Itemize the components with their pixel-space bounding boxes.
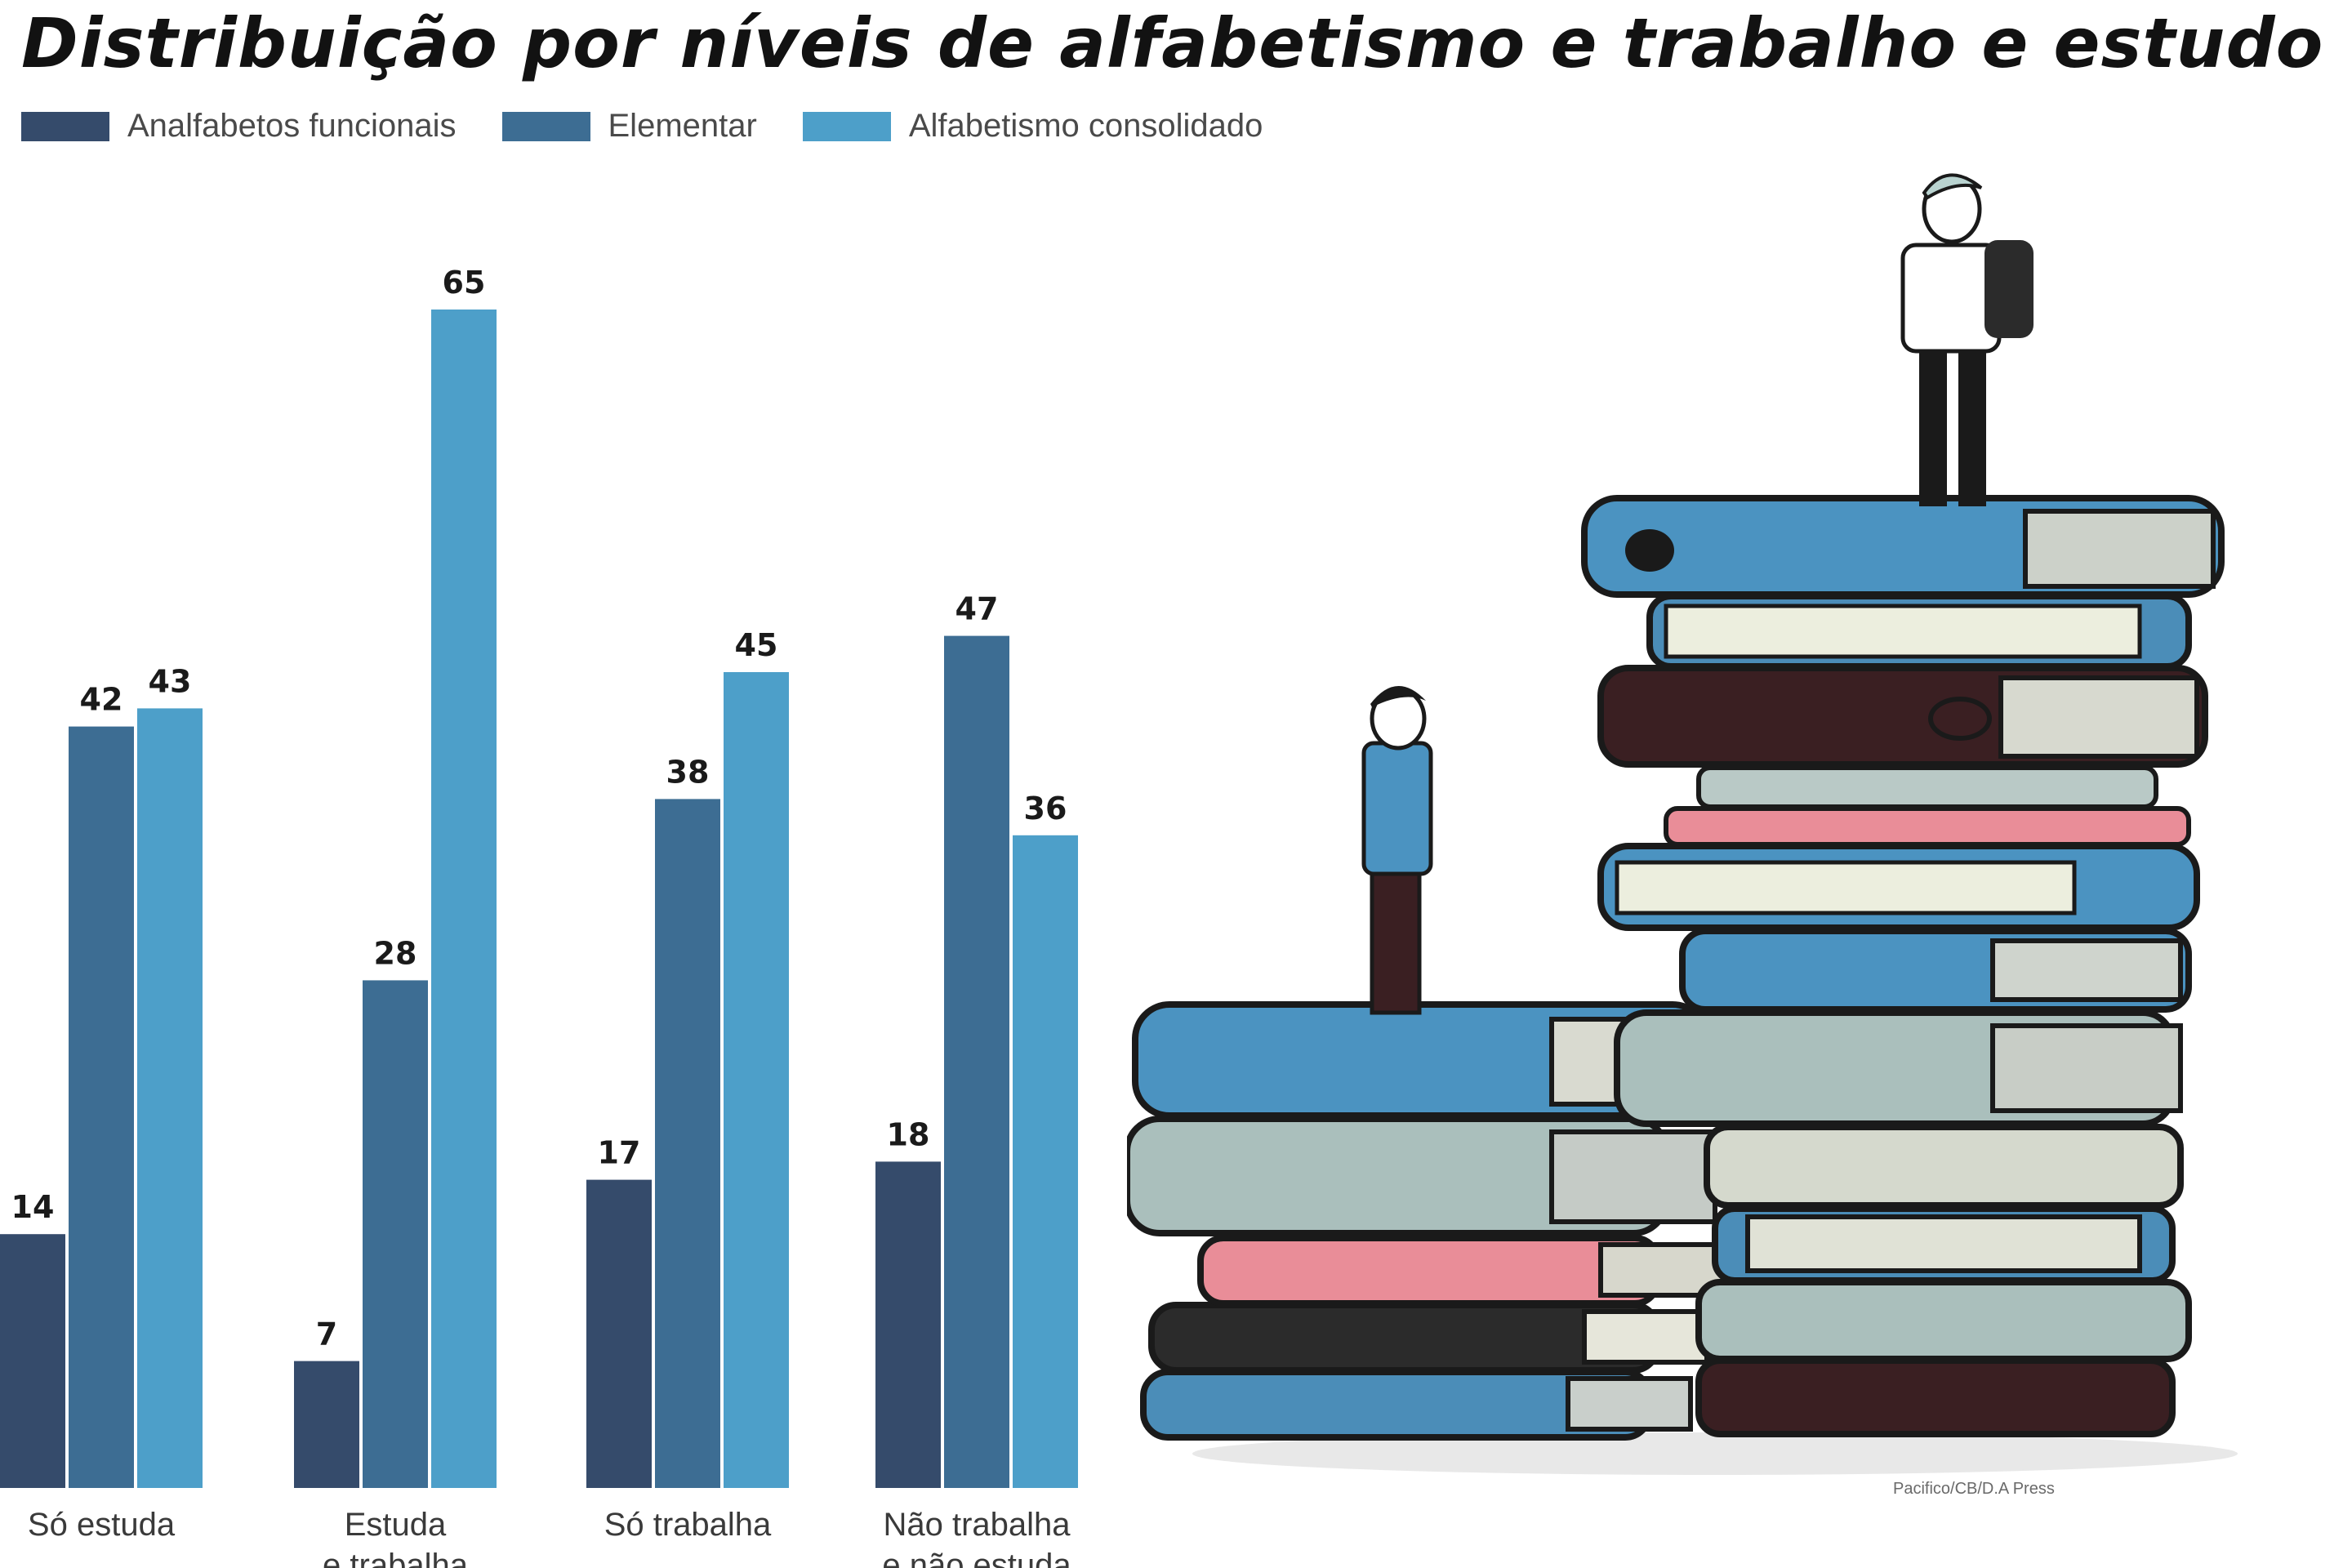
- value-label-analfabetos-2: 17: [598, 1135, 641, 1171]
- legend-swatch-consolidado: [802, 111, 891, 141]
- bar-elementar-0: [69, 726, 134, 1488]
- category-label-3: Não trabalha e não estuda: [882, 1507, 1071, 1568]
- books-stack-illustration: [1127, 173, 2238, 1475]
- bar-consolidado-0: [137, 708, 203, 1488]
- value-label-elementar-0: 42: [80, 682, 123, 718]
- value-label-elementar-3: 47: [956, 591, 999, 627]
- student-figure: [1900, 173, 2034, 506]
- value-label-elementar-1: 28: [374, 935, 417, 971]
- legend-label-analfabetos: Analfabetos funcionais: [127, 108, 457, 144]
- legend-item-elementar: Elementar: [501, 108, 757, 145]
- value-label-consolidado-0: 43: [149, 663, 192, 699]
- legend-swatch-elementar: [501, 111, 590, 141]
- category-label-2: Só trabalha: [604, 1507, 772, 1543]
- legend-label-consolidado: Alfabetismo consolidado: [908, 108, 1263, 144]
- bar-elementar-1: [363, 980, 428, 1488]
- category-label-0: Só estuda: [28, 1507, 176, 1543]
- value-label-consolidado-2: 45: [735, 627, 778, 663]
- chart-title: Distribuição por níveis de alfabetismo e…: [21, 3, 2324, 83]
- bars-layer: [0, 310, 1078, 1488]
- bar-elementar-3: [944, 635, 1009, 1488]
- bar-consolidado-3: [1013, 835, 1078, 1488]
- category-label-1: Estuda e trabalha: [323, 1507, 469, 1568]
- bar-analfabetos-1: [294, 1361, 359, 1488]
- bar-elementar-2: [655, 799, 720, 1488]
- bar-consolidado-2: [724, 672, 789, 1488]
- legend-swatch-analfabetos: [21, 111, 109, 141]
- bar-analfabetos-3: [875, 1161, 941, 1488]
- value-label-consolidado-1: 65: [443, 265, 486, 301]
- legend-label-elementar: Elementar: [608, 108, 757, 144]
- boy-figure: [1361, 685, 1433, 1015]
- image-credit: Pacifico/CB/D.A Press: [1893, 1480, 2055, 1498]
- value-label-analfabetos-1: 7: [316, 1316, 337, 1352]
- tall-book-stack: [1581, 495, 2225, 1437]
- chart-legend: Analfabetos funcionais Elementar Alfabet…: [21, 108, 1308, 145]
- value-label-analfabetos-3: 18: [887, 1116, 930, 1152]
- bar-analfabetos-2: [586, 1179, 652, 1488]
- value-label-consolidado-3: 36: [1024, 791, 1067, 826]
- legend-item-consolidado: Alfabetismo consolidado: [802, 108, 1263, 145]
- legend-item-analfabetos: Analfabetos funcionais: [21, 108, 457, 145]
- value-label-elementar-2: 38: [666, 754, 710, 790]
- bar-analfabetos-0: [0, 1234, 65, 1488]
- labels-layer: 14 42 43 Só estuda 7 28 65 Estuda e trabalha 17 38…: [11, 265, 1072, 1568]
- value-label-analfabetos-0: 14: [11, 1189, 55, 1225]
- bar-consolidado-1: [431, 310, 497, 1488]
